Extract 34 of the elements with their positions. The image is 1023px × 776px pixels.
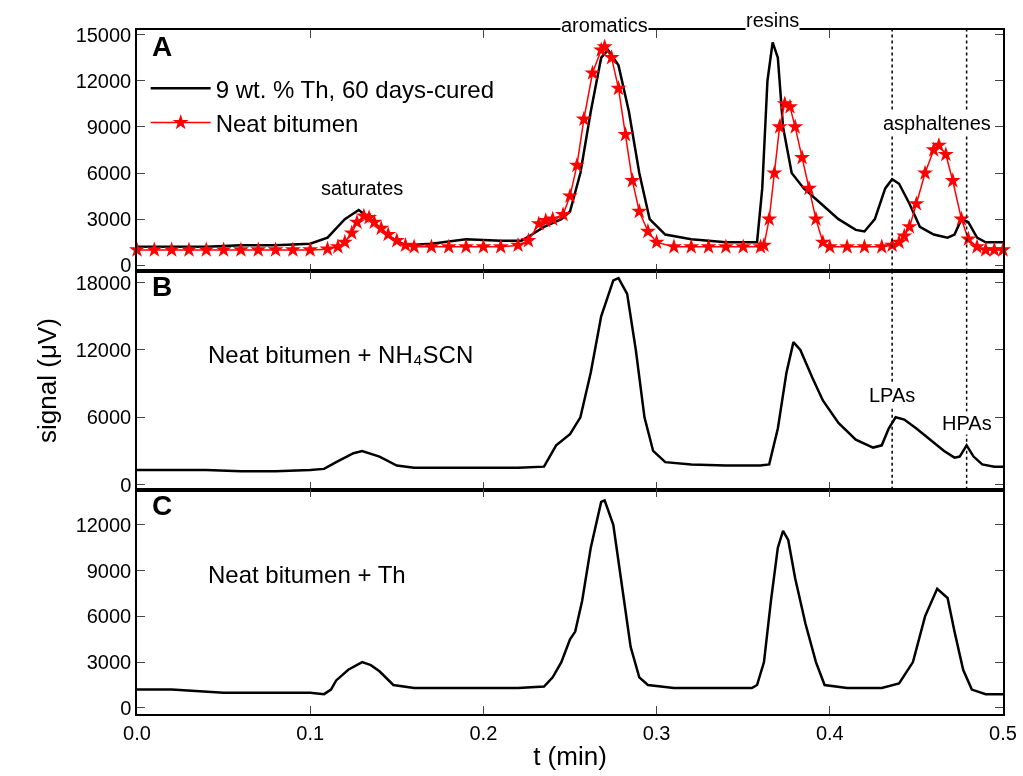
y-tick-label: 6000	[86, 605, 132, 628]
annotation: resins	[746, 9, 800, 31]
annotation: saturates	[321, 177, 404, 199]
x-tick-label: 0.4	[815, 721, 844, 744]
y-tick-label: 0	[120, 473, 132, 496]
x-tick-label: 0.2	[469, 721, 498, 744]
y-tick-label: 9000	[86, 115, 132, 138]
y-tick-label: 0	[120, 696, 132, 719]
y-axis-title: signal (μV)	[31, 318, 62, 443]
annotation: asphaltenes	[883, 112, 991, 134]
x-tick-label: 0.3	[642, 721, 671, 744]
annotation: A	[152, 31, 173, 62]
annotation: Neat bitumen + NH₄SCN	[208, 341, 474, 368]
y-tick-label: 3000	[86, 651, 132, 674]
annotation: HPAs	[942, 412, 992, 434]
annotation: LPAs	[869, 384, 916, 406]
x-axis-title: t (min)	[533, 740, 607, 771]
y-tick-label: 12000	[75, 338, 132, 361]
legend-label: 9 wt. % Th, 60 days-cured	[215, 75, 495, 103]
y-tick-label: 15000	[75, 23, 132, 46]
y-tick-label: 12000	[75, 513, 132, 536]
x-tick-label: 0.5	[989, 721, 1017, 744]
legend-label: Neat bitumen	[215, 109, 359, 137]
annotation: B	[152, 271, 173, 302]
annotation: aromatics	[561, 14, 648, 36]
y-tick-label: 9000	[86, 559, 132, 582]
y-tick-label: 12000	[75, 69, 132, 92]
annotation: Neat bitumen + Th	[208, 561, 406, 588]
y-tick-label: 6000	[86, 406, 132, 429]
y-tick-label: 6000	[86, 162, 132, 185]
x-tick-label: 0.0	[123, 721, 151, 744]
y-tick-label: 3000	[86, 208, 132, 231]
annotation: C	[152, 490, 173, 521]
x-tick-label: 0.1	[296, 721, 325, 744]
